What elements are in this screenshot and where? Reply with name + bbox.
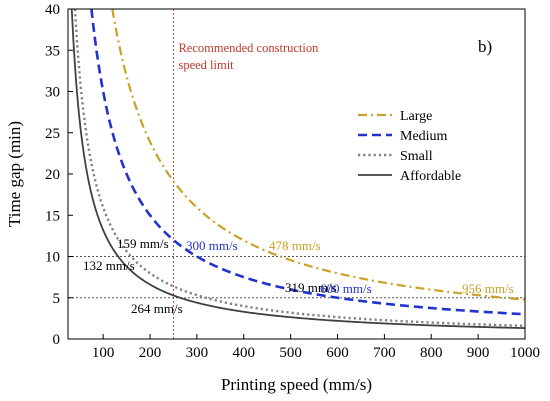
x-tick-label: 900	[467, 345, 490, 361]
annotation-layer: 159 mm/s 300 mm/s 478 mm/s 132 mm/s 319 mm/s…	[83, 236, 514, 316]
x-tick-label: 800	[420, 345, 443, 361]
series-line-medium	[90, 8, 526, 316]
x-tick-label: 1000	[510, 345, 540, 361]
y-tick-label: 15	[45, 208, 60, 224]
legend-label-small: Small	[400, 149, 433, 164]
reference-label-line-2: speed limit	[178, 58, 234, 72]
series-line-affordable	[70, 8, 526, 330]
y-tick-label: 10	[45, 250, 60, 266]
y-axis: 0 5 10 15 20 25 30 35 40	[45, 2, 73, 348]
reference-lines	[68, 9, 525, 339]
legend-background	[350, 106, 476, 192]
speed-annotation: 264 mm/s	[131, 301, 183, 316]
x-tick-label: 300	[186, 345, 209, 361]
legend: Large Medium Small Affordable	[350, 106, 476, 192]
speed-annotation: 319 mm/s	[285, 280, 337, 295]
y-tick-label: 20	[45, 167, 60, 183]
x-tick-label: 600	[326, 345, 349, 361]
series-layer	[70, 8, 526, 330]
speed-annotation: 956 mm/s	[462, 281, 514, 296]
x-tick-label: 100	[92, 345, 115, 361]
speed-annotation: 159 mm/s	[117, 236, 169, 251]
reference-label-line-1: Recommended construction	[178, 41, 319, 55]
speed-annotation: 132 mm/s	[83, 258, 135, 273]
speed-annotation: 600 mm/s	[320, 281, 372, 296]
y-axis-title: Time gap (min)	[5, 121, 24, 227]
x-tick-label: 200	[139, 345, 162, 361]
y-tick-label: 5	[53, 291, 61, 307]
x-tick-label: 500	[279, 345, 302, 361]
legend-label-medium: Medium	[400, 129, 448, 144]
legend-label-large: Large	[400, 109, 432, 124]
x-axis-title: Printing speed (mm/s)	[221, 375, 372, 394]
x-tick-label: 400	[233, 345, 256, 361]
y-tick-label: 30	[45, 85, 60, 101]
speed-annotation: 478 mm/s	[269, 238, 321, 253]
panel-label: b)	[478, 37, 492, 56]
y-tick-label: 25	[45, 126, 60, 142]
x-axis: 100 200 300 400 500 600 700 800 900 1000	[92, 334, 540, 361]
speed-annotation: 300 mm/s	[186, 238, 238, 253]
legend-label-affordable: Affordable	[400, 169, 461, 184]
y-tick-label: 0	[53, 332, 61, 348]
y-tick-label: 35	[45, 43, 60, 59]
y-tick-label: 40	[45, 2, 60, 18]
x-tick-label: 700	[373, 345, 396, 361]
series-line-large	[111, 8, 526, 301]
